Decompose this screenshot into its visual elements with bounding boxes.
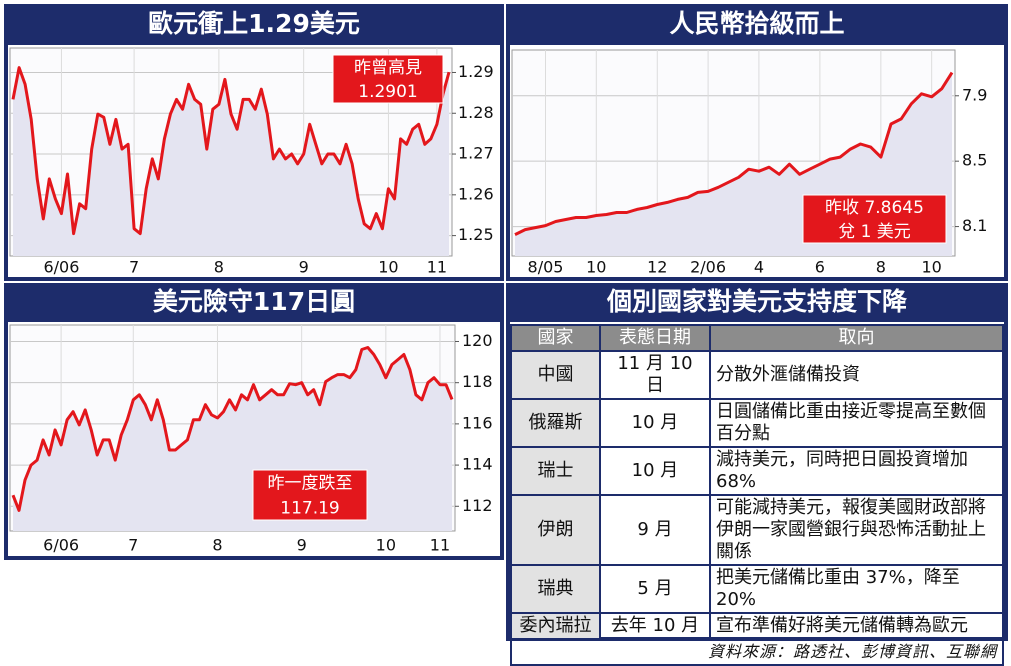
cell: 9 月 <box>599 494 711 566</box>
header-cell: 國家 <box>510 324 601 352</box>
x-tick-label: 10 <box>376 536 396 555</box>
x-tick-label: 8 <box>876 258 886 277</box>
x-tick-label: 8/05 <box>528 258 564 277</box>
x-tick-label: 11 <box>427 258 447 277</box>
x-tick-label: 2/06 <box>690 258 726 277</box>
x-tick-label: 10 <box>586 258 606 277</box>
x-tick-label: 9 <box>297 536 307 555</box>
line <box>11 66 451 236</box>
cell: 10 月 <box>599 446 711 496</box>
area <box>13 67 449 256</box>
y-tick-label: 118 <box>462 372 493 391</box>
x-tick-label: 7 <box>128 536 138 555</box>
y-tick-label: 1.28 <box>458 103 494 122</box>
y-tick-label: 120 <box>462 331 493 350</box>
cell: 10 月 <box>599 398 711 448</box>
chart-title: 人民幣拾級而上 <box>669 9 844 38</box>
cell: 宣布準備好將美元儲備轉為歐元 <box>709 612 1004 640</box>
y-tick-label: 8.5 <box>962 151 987 170</box>
x-tick-label: 10 <box>378 258 398 277</box>
cell: 減持美元，同時把日圓投資增加 68% <box>709 446 1004 496</box>
y-tick-label: 1.29 <box>458 62 494 81</box>
cell: 伊朗 <box>510 494 601 566</box>
y-tick-label: 1.25 <box>458 225 494 244</box>
x-tick-label: 8 <box>212 536 222 555</box>
annotation-box <box>802 194 947 244</box>
y-tick-label: 1.26 <box>458 184 494 203</box>
annotation: 1.2901 <box>358 82 417 102</box>
annotation: 昨收 7.8645 <box>825 198 924 218</box>
annotation-box <box>252 469 368 521</box>
x-tick-label: 6/06 <box>43 258 79 277</box>
y-tick-label: 114 <box>462 455 493 474</box>
y-tick-label: 7.9 <box>962 85 987 104</box>
y-tick-label: 8.1 <box>962 216 987 235</box>
page: 歐元衝上1.29美元 人民幣拾級而上 美元險守117日圓 個別國家對美元支持度下… <box>4 4 1008 666</box>
cell: 分散外滙儲備投資 <box>709 350 1004 400</box>
annotation-box <box>332 54 444 104</box>
x-tick-label: 9 <box>299 258 309 277</box>
infographic: 歐元衝上1.29美元 人民幣拾級而上 美元險守117日圓 個別國家對美元支持度下… <box>4 4 1008 641</box>
x-tick-label: 12 <box>647 258 667 277</box>
cell: 瑞士 <box>510 446 601 496</box>
cell: 瑞典 <box>510 564 601 614</box>
x-tick-label: 8 <box>214 258 224 277</box>
y-tick-label: 116 <box>462 413 493 432</box>
cell: 去年 10 月 <box>599 612 711 640</box>
header-cell: 表態日期 <box>599 324 711 352</box>
cell: 日圓儲備比重由接近零提高至數個百分點 <box>709 398 1004 448</box>
line <box>11 346 454 512</box>
annotation: 昨曾高見 <box>354 58 422 78</box>
cell: 把美元儲備比重由 37%，降至 20% <box>709 564 1004 614</box>
annotation: 117.19 <box>280 499 339 519</box>
chart-title: 歐元衝上1.29美元 <box>148 9 360 38</box>
cell: 5 月 <box>599 564 711 614</box>
annotation: 兌 1 美元 <box>838 222 911 242</box>
x-tick-label: 6/06 <box>43 536 79 555</box>
cell: 中國 <box>510 350 601 400</box>
x-tick-label: 4 <box>754 258 764 277</box>
x-tick-label: 6 <box>815 258 825 277</box>
table-title: 個別國家對美元支持度下降 <box>606 287 908 316</box>
x-tick-label: 10 <box>921 258 941 277</box>
x-tick-label: 11 <box>430 536 450 555</box>
header-cell: 取向 <box>709 324 1004 352</box>
line <box>514 71 954 236</box>
source-note: 資料來源：路透社、彭博資訊、互聯網 <box>510 638 1004 666</box>
cell: 俄羅斯 <box>510 398 601 448</box>
annotation: 昨一度跌至 <box>268 474 353 494</box>
cell: 委內瑞拉 <box>510 612 601 640</box>
y-tick-label: 1.27 <box>458 144 494 163</box>
table: 國家 表態日期 取向 中國 11 月 10 日分散外滙儲備投資 俄羅斯 10 月日圓儲備… <box>510 324 1004 666</box>
cell: 可能減持美元，報復美國財政部將伊朗一家國營銀行與恐怖活動扯上關係 <box>709 494 1004 566</box>
x-tick-label: 7 <box>129 258 139 277</box>
cell: 11 月 10 日 <box>599 350 711 400</box>
chart-title: 美元險守117日圓 <box>153 287 355 316</box>
y-tick-label: 112 <box>462 496 493 515</box>
